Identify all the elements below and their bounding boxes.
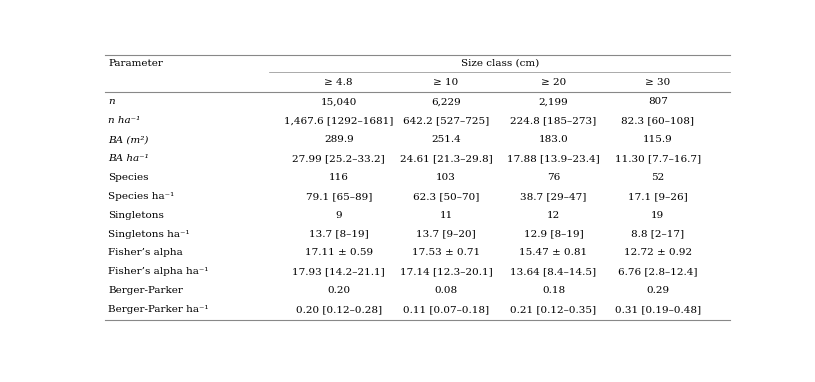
Text: 0.18: 0.18: [542, 286, 565, 295]
Text: ≥ 4.8: ≥ 4.8: [324, 78, 353, 87]
Text: 115.9: 115.9: [643, 135, 672, 144]
Text: Fisher’s alpha ha⁻¹: Fisher’s alpha ha⁻¹: [108, 267, 209, 276]
Text: 0.29: 0.29: [646, 286, 669, 295]
Text: 13.7 [8–19]: 13.7 [8–19]: [309, 230, 368, 238]
Text: 9: 9: [336, 210, 342, 220]
Text: 11.30 [7.7–16.7]: 11.30 [7.7–16.7]: [615, 154, 701, 163]
Text: 224.8 [185–273]: 224.8 [185–273]: [510, 116, 597, 125]
Text: Size class (cm): Size class (cm): [460, 59, 539, 68]
Text: Singletons ha⁻¹: Singletons ha⁻¹: [108, 230, 190, 238]
Text: 17.53 ± 0.71: 17.53 ± 0.71: [412, 248, 480, 257]
Text: 0.11 [0.07–0.18]: 0.11 [0.07–0.18]: [403, 305, 489, 314]
Text: 116: 116: [328, 173, 349, 182]
Text: Berger-Parker ha⁻¹: Berger-Parker ha⁻¹: [108, 305, 209, 314]
Text: 17.93 [14.2–21.1]: 17.93 [14.2–21.1]: [293, 267, 385, 276]
Text: 17.1 [9–26]: 17.1 [9–26]: [628, 192, 688, 201]
Text: Berger-Parker: Berger-Parker: [108, 286, 183, 295]
Text: 79.1 [65–89]: 79.1 [65–89]: [306, 192, 372, 201]
Text: 17.88 [13.9–23.4]: 17.88 [13.9–23.4]: [507, 154, 600, 163]
Text: 6.76 [2.8–12.4]: 6.76 [2.8–12.4]: [618, 267, 698, 276]
Text: 642.2 [527–725]: 642.2 [527–725]: [403, 116, 489, 125]
Text: n: n: [108, 97, 115, 106]
Text: 19: 19: [651, 210, 664, 220]
Text: 2,199: 2,199: [539, 97, 568, 106]
Text: 0.08: 0.08: [434, 286, 458, 295]
Text: Species: Species: [108, 173, 148, 182]
Text: Fisher’s alpha: Fisher’s alpha: [108, 248, 183, 257]
Text: 0.21 [0.12–0.35]: 0.21 [0.12–0.35]: [510, 305, 597, 314]
Text: 8.8 [2–17]: 8.8 [2–17]: [631, 230, 685, 238]
Text: 24.61 [21.3–29.8]: 24.61 [21.3–29.8]: [399, 154, 492, 163]
Text: 76: 76: [547, 173, 560, 182]
Text: 6,229: 6,229: [431, 97, 461, 106]
Text: Species ha⁻¹: Species ha⁻¹: [108, 192, 174, 201]
Text: 17.11 ± 0.59: 17.11 ± 0.59: [305, 248, 372, 257]
Text: 0.20 [0.12–0.28]: 0.20 [0.12–0.28]: [296, 305, 381, 314]
Text: 183.0: 183.0: [539, 135, 568, 144]
Text: BA ha⁻¹: BA ha⁻¹: [108, 154, 149, 163]
Text: 38.7 [29–47]: 38.7 [29–47]: [520, 192, 587, 201]
Text: 251.4: 251.4: [431, 135, 461, 144]
Text: ≥ 20: ≥ 20: [541, 78, 566, 87]
Text: 15.47 ± 0.81: 15.47 ± 0.81: [519, 248, 588, 257]
Text: BA (m²): BA (m²): [108, 135, 148, 144]
Text: 289.9: 289.9: [324, 135, 354, 144]
Text: 11: 11: [439, 210, 453, 220]
Text: 82.3 [60–108]: 82.3 [60–108]: [621, 116, 694, 125]
Text: n ha⁻¹: n ha⁻¹: [108, 116, 140, 125]
Text: 0.20: 0.20: [327, 286, 350, 295]
Text: 13.7 [9–20]: 13.7 [9–20]: [416, 230, 476, 238]
Text: 62.3 [50–70]: 62.3 [50–70]: [413, 192, 479, 201]
Text: ≥ 30: ≥ 30: [645, 78, 670, 87]
Text: 17.14 [12.3–20.1]: 17.14 [12.3–20.1]: [399, 267, 492, 276]
Text: 0.31 [0.19–0.48]: 0.31 [0.19–0.48]: [615, 305, 701, 314]
Text: 52: 52: [651, 173, 664, 182]
Text: 13.64 [8.4–14.5]: 13.64 [8.4–14.5]: [510, 267, 597, 276]
Text: 12.72 ± 0.92: 12.72 ± 0.92: [623, 248, 692, 257]
Text: 1,467.6 [1292–1681]: 1,467.6 [1292–1681]: [284, 116, 394, 125]
Text: 12.9 [8–19]: 12.9 [8–19]: [523, 230, 584, 238]
Text: 807: 807: [648, 97, 667, 106]
Text: 27.99 [25.2–33.2]: 27.99 [25.2–33.2]: [293, 154, 385, 163]
Text: Parameter: Parameter: [108, 59, 163, 68]
Text: ≥ 10: ≥ 10: [434, 78, 459, 87]
Text: Singletons: Singletons: [108, 210, 164, 220]
Text: 103: 103: [436, 173, 456, 182]
Text: 15,040: 15,040: [320, 97, 357, 106]
Text: 12: 12: [547, 210, 560, 220]
